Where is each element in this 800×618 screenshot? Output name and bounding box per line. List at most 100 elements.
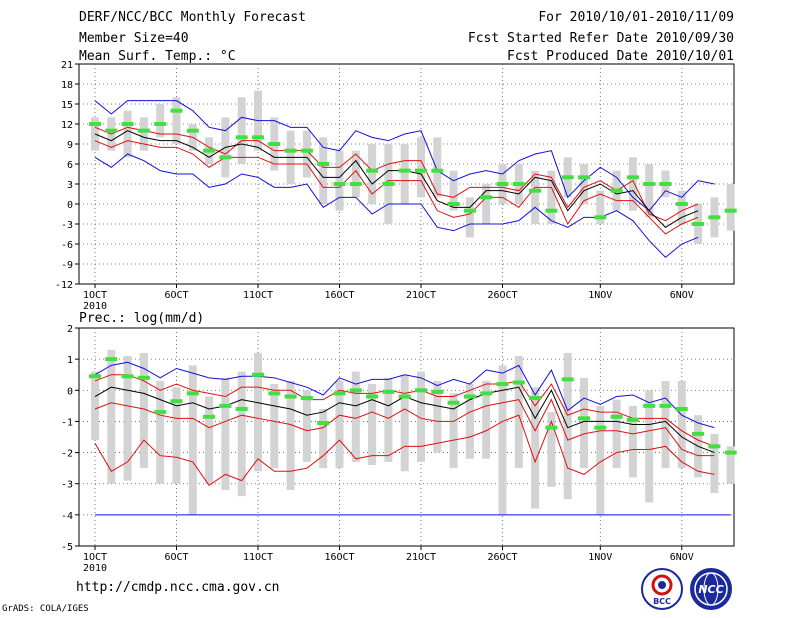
chart2-xtick-label: 11OCT: [243, 552, 273, 563]
chart2-observed-mark: [512, 380, 525, 385]
chart1-series-lower: [94, 140, 699, 235]
chart2-series-min: [94, 414, 715, 486]
chart1-observed-mark: [398, 168, 411, 173]
ncc-logo-text: NCC: [698, 583, 723, 596]
chart2-range-bar: [172, 387, 181, 484]
chart2-range-bar: [107, 349, 116, 484]
ncc-logo: NCC: [690, 568, 732, 610]
chart1-observed-mark: [366, 168, 379, 173]
chart1-series-mean: [94, 130, 699, 228]
chart2-range-bar: [482, 380, 491, 459]
fcst-started: Fcst Started Refer Date 2010/09/30: [467, 31, 734, 46]
chart1-xtick-label: 16OCT: [324, 290, 354, 301]
chart-title: DERF/NCC/BCC Monthly Forecast: [79, 10, 306, 25]
chart2-observed-mark: [284, 394, 297, 399]
chart2-range-bar: [237, 371, 246, 497]
chart1-observed-mark: [578, 175, 590, 180]
chart2-ytick-label: -3: [61, 480, 73, 491]
chart1-range-bar: [172, 97, 181, 144]
chart2-observed-mark: [496, 382, 509, 387]
chart1-ytick-label: 18: [61, 80, 73, 91]
source-url[interactable]: http://cmdp.ncc.cma.gov.cn: [76, 580, 280, 595]
chart2-ytick-label: -5: [61, 542, 73, 553]
chart2-ytick-label: -2: [61, 449, 73, 460]
chart1-observed-mark: [300, 148, 313, 153]
chart1-xtick-label: 26OCT: [487, 290, 517, 301]
chart2-observed-mark: [300, 396, 313, 401]
chart2-xtick-label: 1NOV: [588, 552, 612, 563]
chart2-range-bar: [335, 380, 344, 469]
chart2-range-bar: [139, 352, 148, 469]
chart1-observed-mark: [203, 148, 216, 153]
chart1-range-bar: [417, 137, 425, 198]
chart2-range-bar: [400, 374, 409, 472]
chart2-series-upper: [94, 374, 715, 447]
chart1-ytick-label: 3: [67, 180, 73, 191]
chart2-observed-mark: [186, 391, 199, 396]
chart2-xtick-label: 26OCT: [487, 552, 517, 563]
chart1-range-bar: [139, 117, 148, 151]
chart2-observed-mark: [170, 399, 183, 404]
chart1-range-bar: [302, 130, 311, 178]
chart2-observed-mark: [121, 374, 134, 379]
chart1-range-bar: [547, 170, 556, 224]
chart1-observed-mark: [545, 208, 558, 213]
chart2-title: Prec.: log(mm/d): [79, 311, 204, 326]
chart2-observed-mark: [545, 425, 558, 430]
chart2-ytick-label: -4: [61, 511, 73, 522]
chart2-observed-mark: [89, 374, 101, 379]
chart2-observed-mark: [333, 391, 346, 396]
chart1-observed-mark: [708, 215, 721, 220]
member-size: Member Size=40: [79, 31, 189, 46]
chart1-frame: [78, 63, 735, 285]
chart1-observed-mark: [724, 208, 737, 213]
chart1-ytick-label: -6: [61, 240, 73, 251]
chart1-observed-mark: [186, 128, 199, 133]
chart2-observed-mark: [724, 450, 737, 455]
chart2-observed-mark: [643, 403, 656, 408]
chart2-observed-mark: [252, 372, 264, 377]
chart1-ytick-label: 12: [61, 120, 73, 131]
chart1-observed-mark: [431, 168, 444, 173]
grads-credit: GrADS: COLA/IGES: [2, 604, 89, 614]
bcc-emblem-icon: BCC: [651, 574, 673, 606]
chart1-observed-mark: [89, 122, 101, 126]
chart1-range-bar: [580, 164, 588, 204]
chart2-observed-mark: [235, 406, 248, 411]
chart2-range-bar: [661, 380, 670, 469]
fcst-produced: Fcst Produced Date 2010/10/01: [507, 49, 734, 64]
chart1-observed-mark: [626, 175, 639, 180]
chart1-ytick-label: 6: [67, 160, 73, 171]
chart2-observed-mark: [317, 420, 330, 425]
chart1-observed-mark: [594, 215, 607, 220]
chart2-frame: [78, 327, 735, 547]
chart2-range-bar: [286, 380, 295, 490]
chart1-range-bar: [482, 184, 491, 224]
chart2-range-bar: [302, 390, 311, 462]
chart1-range-bar: [726, 184, 735, 231]
chart1-range-bar: [465, 197, 474, 238]
chart2-range-bar: [417, 371, 425, 462]
chart1-year-label: 2010: [83, 301, 107, 312]
chart1-range-bar: [596, 190, 605, 224]
chart2-xtick-label: 21OCT: [406, 552, 436, 563]
chart1-observed-mark: [561, 175, 574, 180]
chart1-observed-mark: [643, 182, 656, 186]
chart1-observed-mark: [480, 195, 493, 200]
chart2-observed-mark: [659, 403, 672, 408]
chart2-observed-mark: [105, 357, 118, 362]
chart2-observed-mark: [366, 394, 379, 399]
chart2-observed-mark: [268, 391, 281, 396]
chart1-ytick-label: -12: [55, 280, 73, 291]
chart2-ytick-label: -1: [61, 417, 73, 428]
chart1-range-bar: [335, 150, 344, 211]
chart2-range-bar: [384, 377, 393, 462]
chart2-observed-mark: [431, 389, 444, 394]
chart1-range-bar: [237, 97, 246, 164]
chart1-range-bar: [433, 137, 442, 198]
chart2-range-bar: [368, 384, 377, 466]
variable-label-temp: Mean Surf. Temp.: °C: [79, 49, 236, 64]
chart1-observed-mark: [659, 182, 672, 186]
chart1-xtick-label: 6NOV: [670, 290, 694, 301]
chart2-observed-mark: [626, 417, 639, 422]
